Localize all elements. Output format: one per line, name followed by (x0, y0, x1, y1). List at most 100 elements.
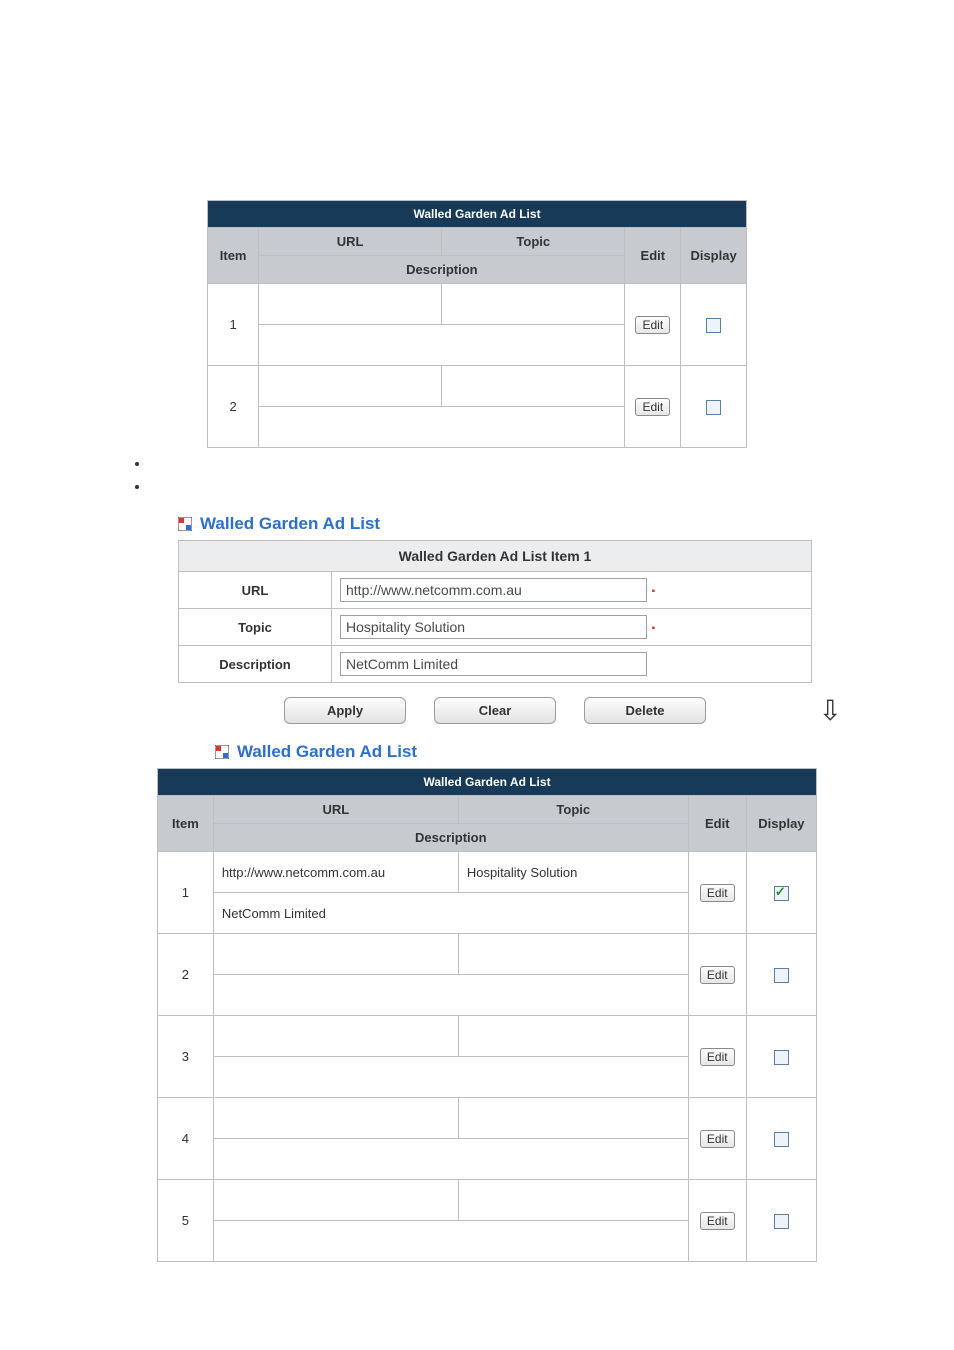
clear-button[interactable]: Clear (434, 697, 556, 724)
cell-item: 5 (158, 1180, 214, 1262)
edit-button[interactable]: Edit (635, 398, 670, 416)
cell-edit: Edit (688, 852, 746, 934)
table-title: Walled Garden Ad List (158, 769, 817, 796)
cell-description (213, 1139, 688, 1180)
cell-edit: Edit (625, 366, 681, 448)
label-topic: Topic (179, 609, 332, 646)
col-url: URL (259, 228, 442, 256)
form-title: Walled Garden Ad List Item 1 (179, 541, 812, 572)
display-checkbox[interactable] (706, 400, 721, 415)
col-topic: Topic (458, 796, 688, 824)
display-checkbox[interactable] (774, 1214, 789, 1229)
cell-url (213, 934, 458, 975)
col-item: Item (208, 228, 259, 284)
display-checkbox[interactable] (774, 1050, 789, 1065)
col-description: Description (259, 256, 625, 284)
cell-topic (442, 284, 625, 325)
bullet (150, 456, 954, 471)
table-row: 2Edit (158, 934, 817, 975)
cell-item: 1 (208, 284, 259, 366)
cell-topic: Hospitality Solution (458, 852, 688, 893)
col-url: URL (213, 796, 458, 824)
display-checkbox[interactable] (774, 886, 789, 901)
cell-item: 2 (208, 366, 259, 448)
section-heading: Walled Garden Ad List (215, 742, 954, 762)
cell-description (213, 1057, 688, 1098)
list-icon (215, 745, 229, 759)
down-arrow-icon: ⇩ (819, 697, 842, 725)
section-title: Walled Garden Ad List (237, 742, 417, 762)
col-edit: Edit (688, 796, 746, 852)
display-checkbox[interactable] (706, 318, 721, 333)
display-checkbox[interactable] (774, 1132, 789, 1147)
apply-button[interactable]: Apply (284, 697, 406, 724)
cell-display (746, 1016, 816, 1098)
cell-topic (458, 1098, 688, 1139)
cell-edit: Edit (688, 1098, 746, 1180)
table-title: Walled Garden Ad List (208, 201, 747, 228)
cell-description (213, 975, 688, 1016)
cell-edit: Edit (688, 1016, 746, 1098)
ad-list-table-wide: Walled Garden Ad List Item URL Topic Edi… (157, 768, 817, 1262)
table-row: 2Edit (208, 366, 747, 407)
edit-button[interactable]: Edit (700, 1212, 735, 1230)
edit-button[interactable]: Edit (700, 1048, 735, 1066)
cell-display (681, 366, 747, 448)
description-input[interactable] (340, 652, 647, 676)
col-topic: Topic (442, 228, 625, 256)
cell-item: 3 (158, 1016, 214, 1098)
edit-button[interactable]: Edit (700, 1130, 735, 1148)
list-icon (178, 517, 192, 531)
label-url: URL (179, 572, 332, 609)
cell-edit: Edit (688, 1180, 746, 1262)
item-editor: Walled Garden Ad List Item 1 URL ▪ Topic… (178, 540, 812, 724)
table-row: 4Edit (158, 1098, 817, 1139)
edit-button[interactable]: Edit (635, 316, 670, 334)
cell-url (259, 284, 442, 325)
cell-edit: Edit (688, 934, 746, 1016)
section-heading: Walled Garden Ad List (178, 514, 954, 534)
table-row: 1Edit (208, 284, 747, 325)
cell-display (746, 934, 816, 1016)
cell-topic (458, 1180, 688, 1221)
cell-display (746, 1180, 816, 1262)
display-checkbox[interactable] (774, 968, 789, 983)
label-description: Description (179, 646, 332, 683)
col-item: Item (158, 796, 214, 852)
required-marker: ▪ (652, 623, 656, 634)
delete-button[interactable]: Delete (584, 697, 706, 724)
cell-display (746, 852, 816, 934)
cell-description (259, 325, 625, 366)
table-row: 5Edit (158, 1180, 817, 1221)
cell-url (213, 1180, 458, 1221)
required-marker: ▪ (652, 586, 656, 597)
cell-topic (458, 1016, 688, 1057)
cell-item: 4 (158, 1098, 214, 1180)
cell-topic (458, 934, 688, 975)
bullet (150, 479, 954, 494)
cell-topic (442, 366, 625, 407)
ad-list-table-small: Walled Garden Ad List Item URL Topic Edi… (207, 200, 747, 448)
cell-url (213, 1098, 458, 1139)
cell-url (213, 1016, 458, 1057)
table-row: 1http://www.netcomm.com.auHospitality So… (158, 852, 817, 893)
cell-description (213, 1221, 688, 1262)
cell-url (259, 366, 442, 407)
col-display: Display (681, 228, 747, 284)
edit-button[interactable]: Edit (700, 966, 735, 984)
cell-description: NetComm Limited (213, 893, 688, 934)
edit-button[interactable]: Edit (700, 884, 735, 902)
form-buttons: Apply Clear Delete (178, 697, 812, 724)
cell-description (259, 407, 625, 448)
cell-item: 1 (158, 852, 214, 934)
cell-url: http://www.netcomm.com.au (213, 852, 458, 893)
cell-item: 2 (158, 934, 214, 1016)
url-input[interactable] (340, 578, 647, 602)
table-row: 3Edit (158, 1016, 817, 1057)
topic-input[interactable] (340, 615, 647, 639)
bullet-list (110, 456, 954, 494)
col-description: Description (213, 824, 688, 852)
col-display: Display (746, 796, 816, 852)
col-edit: Edit (625, 228, 681, 284)
cell-edit: Edit (625, 284, 681, 366)
